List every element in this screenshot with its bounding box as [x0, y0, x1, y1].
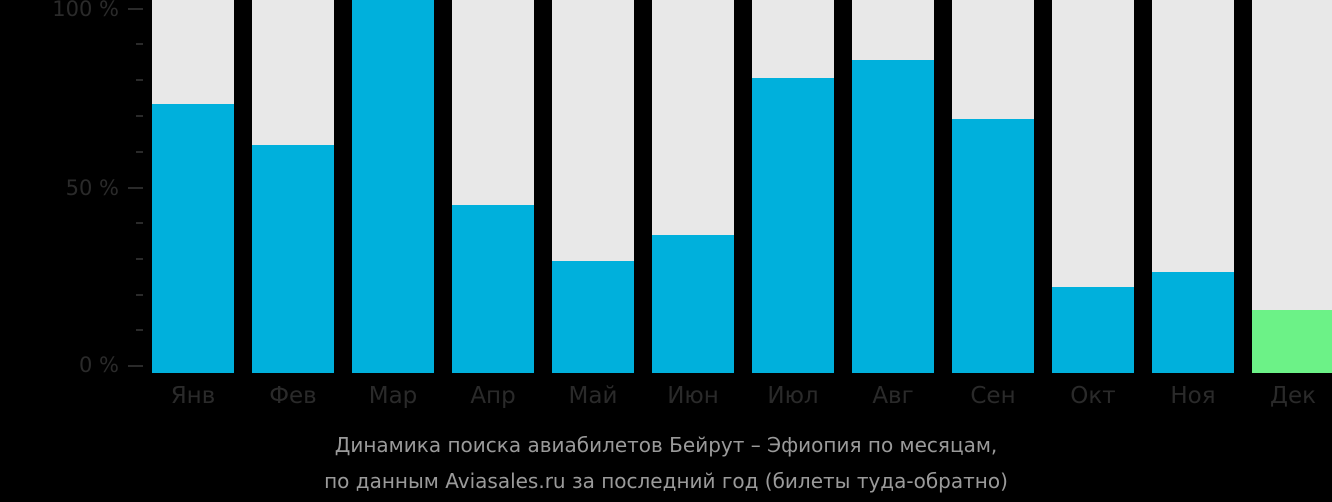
x-axis-label: Сен [970, 383, 1016, 409]
y-tick-minor [136, 258, 143, 260]
x-axis-label: Ноя [1170, 383, 1216, 409]
bar-10 [1052, 0, 1134, 373]
bar-fill [1152, 272, 1234, 373]
x-axis-label: Мар [368, 383, 418, 409]
y-tick-major [128, 8, 143, 10]
y-tick-minor [136, 43, 143, 45]
bar-fill [652, 235, 734, 373]
bar-fill [1252, 310, 1332, 373]
y-axis-label-100: 100 % [52, 0, 119, 21]
bar-7 [752, 0, 834, 373]
bar-fill [152, 104, 234, 373]
bar-6 [652, 0, 734, 373]
bar-fill [752, 78, 834, 373]
x-axis-label: Июл [767, 383, 819, 409]
bar-5 [552, 0, 634, 373]
bar-fill [952, 119, 1034, 373]
y-axis-label-0: 0 % [79, 353, 119, 377]
bar-2 [252, 0, 334, 373]
bar-fill [252, 145, 334, 373]
bar-4 [452, 0, 534, 373]
bar-fill [1052, 287, 1134, 373]
x-axis-label: Окт [1070, 383, 1116, 409]
bar-3 [352, 0, 434, 373]
y-tick-major [128, 187, 143, 189]
bar-11 [1152, 0, 1234, 373]
y-axis-label-50: 50 % [65, 176, 119, 200]
x-axis-label: Дек [1269, 383, 1316, 409]
bar-12 [1252, 0, 1332, 373]
x-axis-label: Июн [667, 383, 719, 409]
y-tick-minor [136, 79, 143, 81]
x-axis-label: Апр [470, 383, 516, 409]
y-tick-minor [136, 222, 143, 224]
bar-fill [452, 205, 534, 373]
chart-caption-line2: по данным Aviasales.ru за последний год … [324, 469, 1008, 493]
bar-fill [352, 0, 434, 373]
x-axis-label: Авг [872, 383, 914, 409]
bar-8 [852, 0, 934, 373]
bar-fill [552, 261, 634, 373]
bar-1 [152, 0, 234, 373]
chart-caption-line1: Динамика поиска авиабилетов Бейрут – Эфи… [334, 433, 998, 457]
bar-fill [852, 60, 934, 373]
y-tick-major [128, 365, 143, 367]
x-axis-label: Фев [269, 383, 317, 409]
y-tick-minor [136, 115, 143, 117]
x-axis-label: Янв [170, 383, 216, 409]
x-axis-label: Май [568, 383, 618, 409]
y-tick-minor [136, 151, 143, 153]
y-tick-minor [136, 294, 143, 296]
bar-9 [952, 0, 1034, 373]
y-tick-minor [136, 329, 143, 331]
